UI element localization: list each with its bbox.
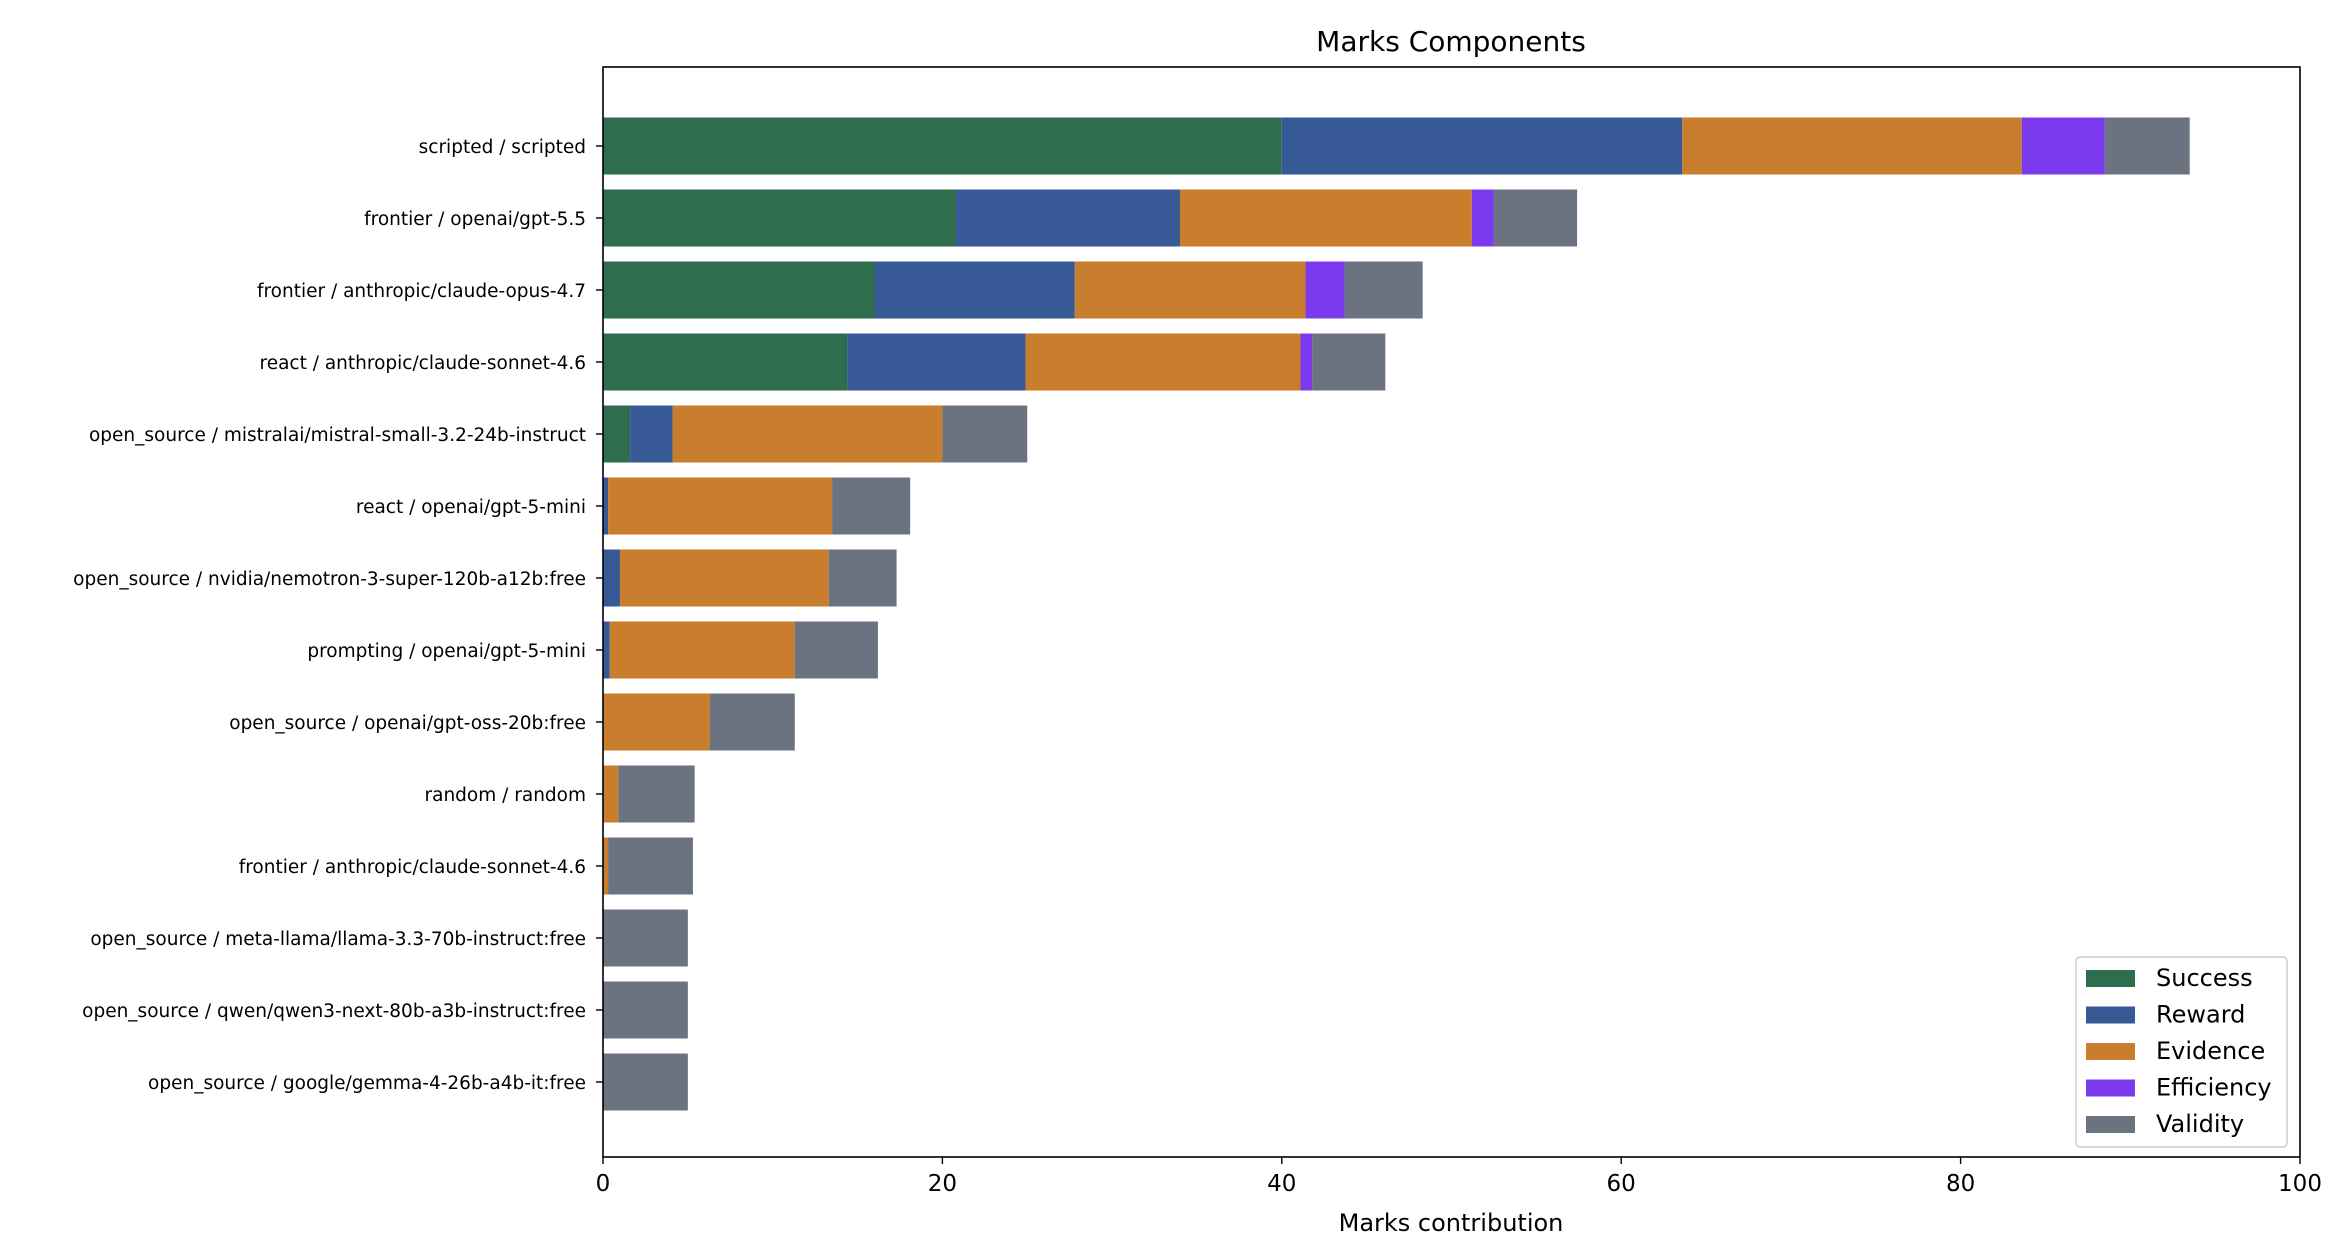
y-axis: scripted / scripted frontier / openai/gpt… — [73, 137, 603, 1094]
x-axis: 0 20 40 60 80 100 — [596, 1157, 2322, 1197]
bar-efficiency-1 — [1471, 189, 1494, 247]
bar-reward-0 — [1281, 117, 1683, 175]
bar-reward-6 — [603, 549, 620, 607]
bar-reward-3 — [847, 333, 1026, 391]
y-tick-label: open_source / meta-llama/llama-3.3-70b-i… — [90, 929, 586, 950]
legend: Success Reward Evidence Efficiency Validity — [2075, 956, 2288, 1148]
bar-success-4 — [603, 405, 631, 463]
bar-validity-11 — [603, 909, 688, 967]
y-tick-label: frontier / openai/gpt-5.5 — [364, 209, 586, 230]
bar-evidence-2 — [1074, 261, 1306, 319]
bar-evidence-7 — [609, 621, 795, 679]
bar-evidence-6 — [619, 549, 829, 607]
legend-swatch-evidence — [2086, 1043, 2135, 1060]
bar-reward-2 — [874, 261, 1075, 319]
bar-validity-4 — [942, 405, 1028, 463]
bar-validity-2 — [1344, 261, 1423, 319]
bar-validity-5 — [832, 477, 911, 535]
bar-evidence-5 — [608, 477, 833, 535]
y-tick-label: react / openai/gpt-5-mini — [356, 497, 586, 518]
x-tick-label: 100 — [2278, 1171, 2322, 1197]
bar-validity-13 — [603, 1053, 688, 1111]
bar-success-1 — [603, 189, 956, 247]
x-tick-label: 80 — [1946, 1171, 1975, 1197]
bar-evidence-1 — [1179, 189, 1472, 247]
legend-swatch-validity — [2086, 1116, 2135, 1133]
bar-validity-10 — [608, 837, 693, 895]
legend-label-validity: Validity — [2156, 1110, 2244, 1138]
y-tick-label: frontier / anthropic/claude-opus-4.7 — [257, 281, 586, 302]
y-tick-label: react / anthropic/claude-sonnet-4.6 — [260, 353, 587, 374]
bar-validity-3 — [1312, 333, 1386, 391]
bar-success-3 — [603, 333, 848, 391]
x-tick-label: 0 — [596, 1171, 611, 1197]
bar-evidence-10 — [603, 837, 609, 895]
x-tick-label: 60 — [1607, 1171, 1636, 1197]
chart-title: Marks Components — [1316, 25, 1586, 58]
legend-label-success: Success — [2156, 964, 2253, 992]
bar-validity-0 — [2104, 117, 2190, 175]
bar-reward-5 — [603, 477, 609, 535]
bar-efficiency-2 — [1305, 261, 1345, 319]
legend-label-evidence: Evidence — [2156, 1037, 2265, 1065]
bar-evidence-0 — [1682, 117, 2022, 175]
x-tick-label: 20 — [928, 1171, 957, 1197]
bar-reward-4 — [630, 405, 673, 463]
bar-validity-1 — [1493, 189, 1578, 247]
x-tick-label: 40 — [1267, 1171, 1296, 1197]
y-tick-label: open_source / qwen/qwen3-next-80b-a3b-in… — [82, 1001, 586, 1022]
legend-swatch-efficiency — [2086, 1079, 2135, 1097]
bar-reward-7 — [603, 621, 610, 679]
y-tick-label: scripted / scripted — [419, 137, 586, 158]
bar-validity-8 — [709, 693, 795, 751]
legend-swatch-success — [2086, 970, 2135, 987]
bars-layer — [603, 117, 2190, 1111]
y-tick-label: open_source / mistralai/mistral-small-3.… — [89, 425, 586, 446]
y-tick-label: open_source / openai/gpt-oss-20b:free — [229, 713, 586, 734]
bar-evidence-9 — [603, 765, 619, 823]
bar-validity-12 — [603, 981, 688, 1039]
legend-label-efficiency: Efficiency — [2156, 1074, 2272, 1102]
bar-evidence-8 — [603, 693, 710, 751]
legend-label-reward: Reward — [2156, 1001, 2245, 1029]
bar-validity-6 — [828, 549, 897, 607]
y-tick-label: random / random — [425, 785, 587, 806]
y-tick-label: open_source / google/gemma-4-26b-a4b-it:… — [148, 1073, 586, 1094]
bar-validity-9 — [618, 765, 695, 823]
legend-swatch-reward — [2086, 1006, 2135, 1024]
bar-reward-1 — [955, 189, 1180, 247]
bar-evidence-4 — [672, 405, 943, 463]
bar-success-0 — [603, 117, 1282, 175]
y-tick-label: prompting / openai/gpt-5-mini — [307, 641, 586, 662]
y-tick-label: frontier / anthropic/claude-sonnet-4.6 — [239, 857, 586, 878]
bar-evidence-3 — [1025, 333, 1301, 391]
legend-box — [2075, 956, 2288, 1148]
bar-success-2 — [603, 261, 875, 319]
y-tick-label: open_source / nvidia/nemotron-3-super-12… — [73, 569, 586, 590]
x-axis-label: Marks contribution — [1339, 1209, 1564, 1237]
bar-validity-7 — [794, 621, 878, 679]
bar-efficiency-3 — [1300, 333, 1313, 391]
bar-efficiency-0 — [2021, 117, 2105, 175]
plot-frame — [602, 66, 2301, 1158]
